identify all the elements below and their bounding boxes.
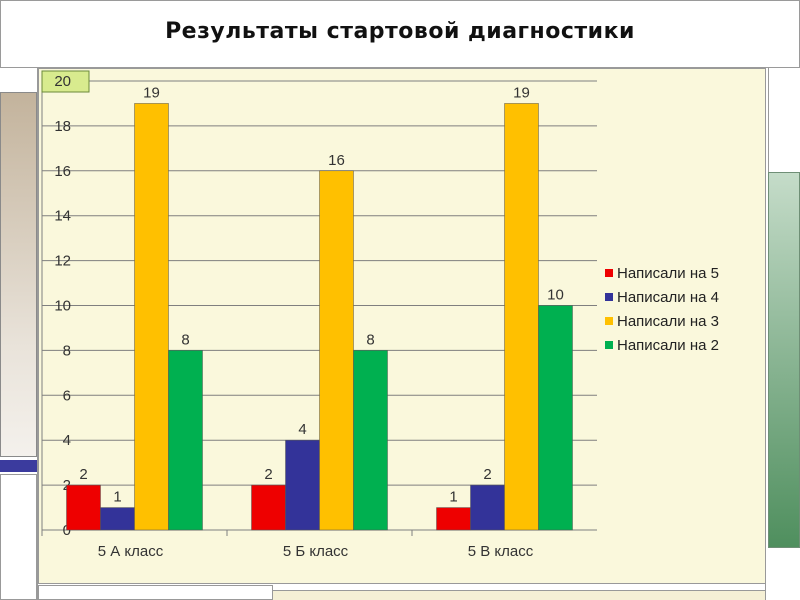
bar: [470, 484, 505, 531]
left-decor-lower: [0, 474, 37, 600]
y-tick-label: 0: [63, 522, 71, 539]
bar-value-label: 1: [449, 489, 457, 506]
legend-swatch: [605, 341, 613, 349]
bar-value-label: 19: [513, 84, 530, 101]
bar: [436, 507, 471, 531]
legend-swatch: [605, 269, 613, 277]
bar: [66, 484, 101, 531]
title-bar: Результаты стартовой диагностики: [0, 0, 800, 68]
bar: [168, 350, 203, 531]
bar-value-label: 10: [547, 287, 564, 304]
bar-value-label: 19: [143, 84, 160, 101]
y-tick-label: 18: [54, 118, 71, 135]
bar-value-label: 16: [328, 152, 345, 169]
legend-swatch: [605, 317, 613, 325]
x-category-label: 5 В класс: [468, 543, 534, 560]
bar-value-label: 2: [483, 466, 491, 483]
bottom-decor-left: [38, 585, 273, 600]
bar-value-label: 4: [298, 421, 306, 438]
y-tick-label: 20: [54, 73, 71, 90]
legend-entry-label: Написали на 2: [617, 337, 719, 354]
bar: [285, 439, 320, 531]
page-title: Результаты стартовой диагностики: [165, 19, 635, 44]
right-decor-strip: [768, 172, 800, 548]
bar-value-label: 2: [264, 466, 272, 483]
left-decor-accent: [0, 460, 37, 472]
right-decor-top: [768, 68, 800, 172]
y-tick-label: 10: [54, 298, 71, 315]
bar: [504, 103, 539, 531]
y-tick-label: 14: [54, 208, 71, 225]
top-tick-highlight: [41, 70, 90, 93]
y-tick-label: 12: [54, 253, 71, 270]
y-tick-label: 6: [63, 387, 71, 404]
bottom-decor-mid: [273, 590, 765, 600]
y-tick-label: 8: [63, 342, 71, 359]
bar: [134, 103, 169, 531]
bar: [319, 170, 354, 531]
legend-entry-label: Написали на 3: [617, 313, 719, 330]
x-category-label: 5 Б класс: [283, 543, 349, 560]
bar-value-label: 8: [181, 331, 189, 348]
legend-entry-label: Написали на 5: [617, 265, 719, 282]
bar: [353, 350, 388, 531]
bar-value-label: 1: [113, 489, 121, 506]
legend: Написали на 5 Написали на 4 Написали на 3 Н…: [605, 265, 719, 354]
legend-swatch: [605, 293, 613, 301]
bar-value-label: 2: [79, 466, 87, 483]
bars: [66, 103, 573, 531]
left-decor-strip: [0, 92, 37, 457]
legend-entry-label: Написали на 4: [617, 289, 719, 306]
bar: [100, 507, 135, 531]
bar: [538, 305, 573, 531]
axes: 02468101214161820: [54, 73, 71, 539]
x-category-label: 5 А класс: [98, 543, 164, 560]
y-tick-label: 16: [54, 163, 71, 180]
y-tick-label: 4: [63, 432, 71, 449]
bar: [251, 484, 286, 531]
bar-value-label: 8: [366, 331, 374, 348]
